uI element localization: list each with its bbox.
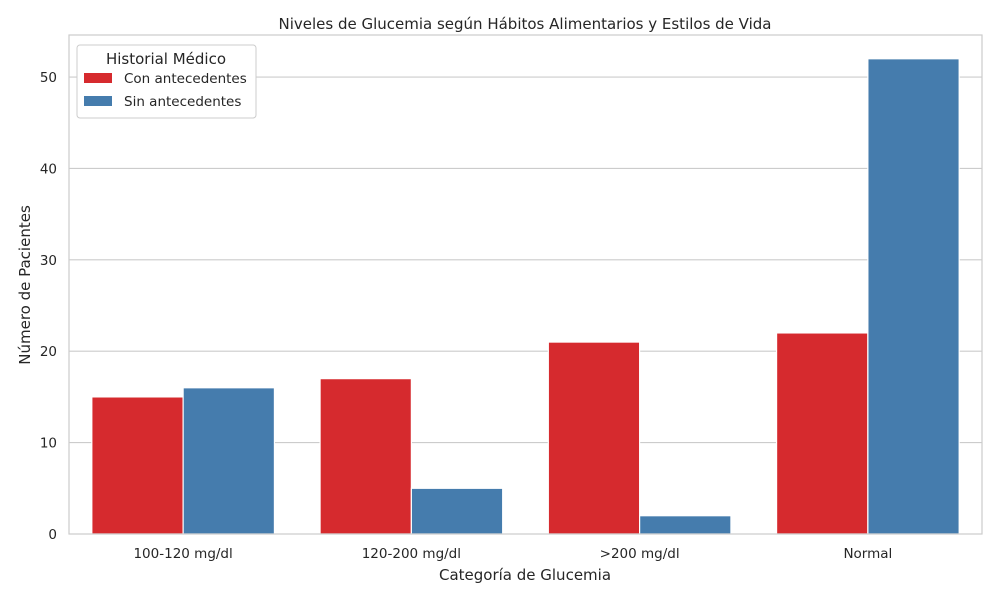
bar-con-antecedentes-1: [319, 378, 412, 535]
legend-label-con-antecedentes: Con antecedentes: [124, 71, 247, 87]
x-axis-ticks: 100-120 mg/dl 120-200 mg/dl >200 mg/dl Norm…: [133, 546, 892, 562]
y-axis-ticks: 0 10 20 30 40 50: [40, 70, 57, 543]
legend-box: [76, 44, 257, 119]
legend-swatch-sin-antecedentes: [84, 96, 112, 106]
x-tick-label: 100-120 mg/dl: [133, 546, 232, 562]
y-tick-label: 50: [40, 70, 57, 86]
y-tick-label: 0: [48, 527, 57, 543]
y-tick-label: 40: [40, 161, 57, 177]
x-tick-label: Normal: [843, 546, 892, 562]
legend-title: Historial Médico: [106, 50, 226, 68]
plot-area: [68, 34, 983, 535]
x-axis-label: Categoría de Glucemia: [439, 566, 611, 584]
bars: [91, 58, 960, 535]
legend-label-sin-antecedentes: Sin antecedentes: [124, 94, 241, 110]
x-tick-label: >200 mg/dl: [600, 546, 680, 562]
bar-sin-antecedentes-3: [867, 58, 960, 535]
legend-swatch-con-antecedentes: [84, 73, 112, 83]
y-tick-label: 20: [40, 344, 57, 360]
chart-title: Niveles de Glucemia según Hábitos Alimen…: [278, 15, 771, 33]
bar-sin-antecedentes-2: [639, 515, 732, 535]
plot-border: [68, 34, 983, 535]
x-tick-label: 120-200 mg/dl: [362, 546, 461, 562]
bar-con-antecedentes-2: [547, 341, 641, 535]
y-tick-label: 30: [40, 253, 57, 269]
bar-sin-antecedentes-0: [182, 387, 276, 535]
y-tick-label: 10: [40, 436, 57, 452]
bar-con-antecedentes-0: [91, 396, 184, 535]
legend: Historial Médico Con antecedentes Sin an…: [76, 44, 257, 119]
bar-con-antecedentes-3: [775, 332, 869, 535]
bar-sin-antecedentes-1: [410, 487, 504, 535]
y-axis-label: Número de Pacientes: [16, 205, 34, 365]
